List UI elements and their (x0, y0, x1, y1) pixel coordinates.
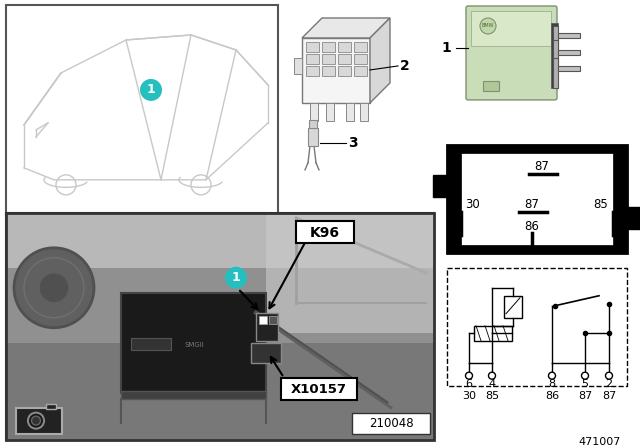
Bar (322, 42, 335, 52)
Circle shape (548, 372, 556, 379)
Bar (338, 42, 351, 52)
Text: 4: 4 (488, 379, 495, 389)
Bar (553, 26, 558, 56)
Bar (360, 103, 368, 121)
Bar (16, 408, 62, 434)
Bar (354, 54, 367, 64)
Bar (322, 54, 335, 64)
Bar (338, 66, 351, 76)
Bar (352, 413, 430, 434)
Text: 87: 87 (525, 198, 540, 211)
Circle shape (488, 372, 495, 379)
Bar (354, 66, 367, 76)
Bar (306, 42, 319, 52)
Polygon shape (302, 18, 390, 38)
Circle shape (39, 273, 69, 303)
Bar (461, 153, 613, 245)
Bar (447, 145, 627, 253)
Text: 2: 2 (605, 379, 612, 389)
Bar (447, 268, 627, 386)
Bar (256, 313, 278, 341)
Bar (354, 42, 367, 52)
Bar (6, 213, 434, 273)
Bar (627, 207, 640, 229)
Text: SMGII: SMGII (184, 342, 204, 348)
Bar (309, 120, 317, 128)
Bar (308, 128, 318, 146)
Circle shape (28, 413, 44, 429)
Bar (553, 40, 558, 70)
Text: K96: K96 (310, 226, 340, 240)
Text: 1: 1 (441, 41, 451, 55)
Circle shape (465, 372, 472, 379)
Circle shape (605, 372, 612, 379)
Bar (504, 296, 522, 318)
FancyBboxPatch shape (466, 6, 557, 100)
Bar (281, 378, 357, 400)
Text: 86: 86 (545, 391, 559, 401)
Bar (266, 213, 436, 333)
Bar (131, 338, 171, 350)
Bar (553, 58, 558, 88)
Circle shape (480, 18, 496, 34)
Bar (551, 23, 558, 88)
Text: 85: 85 (485, 391, 499, 401)
Bar (259, 316, 267, 324)
Bar (326, 103, 334, 121)
Bar (302, 38, 370, 103)
Text: 8: 8 (548, 379, 556, 389)
Bar (474, 326, 512, 341)
Polygon shape (370, 18, 390, 103)
Bar (306, 54, 319, 64)
Text: 85: 85 (594, 198, 609, 211)
Bar (296, 221, 354, 243)
Text: BMW: BMW (482, 23, 494, 29)
Bar (558, 33, 580, 38)
Text: 30: 30 (462, 391, 476, 401)
Bar (310, 103, 318, 121)
Circle shape (225, 267, 247, 289)
Circle shape (140, 79, 162, 101)
Text: 87: 87 (578, 391, 592, 401)
Text: 210048: 210048 (369, 417, 413, 430)
Circle shape (14, 248, 94, 328)
Bar (322, 66, 335, 76)
Bar (269, 316, 277, 324)
Bar (558, 50, 580, 55)
Bar (471, 11, 551, 46)
Text: X10157: X10157 (291, 383, 347, 396)
Bar (294, 58, 302, 74)
Text: 471007: 471007 (579, 437, 621, 447)
Bar (121, 293, 266, 392)
Bar (338, 54, 351, 64)
Text: 86: 86 (525, 220, 540, 233)
Text: 6: 6 (465, 379, 472, 389)
Bar (6, 213, 434, 439)
Text: 1: 1 (147, 83, 156, 96)
Bar (46, 404, 56, 409)
Text: 30: 30 (466, 198, 481, 211)
Bar (6, 268, 434, 348)
Bar (433, 175, 448, 197)
Circle shape (31, 416, 40, 425)
Text: 1: 1 (232, 271, 241, 284)
Bar (558, 66, 580, 71)
Bar (6, 213, 434, 439)
Bar (251, 343, 281, 363)
Bar (6, 343, 434, 439)
Text: 87: 87 (534, 160, 549, 173)
Bar (483, 81, 499, 91)
Bar (6, 5, 278, 215)
Text: 2: 2 (400, 59, 410, 73)
Text: 87: 87 (602, 391, 616, 401)
Bar (346, 103, 354, 121)
Text: 3: 3 (348, 136, 358, 150)
Circle shape (582, 372, 589, 379)
Bar (306, 66, 319, 76)
Text: 5: 5 (582, 379, 589, 389)
Bar (121, 391, 266, 399)
